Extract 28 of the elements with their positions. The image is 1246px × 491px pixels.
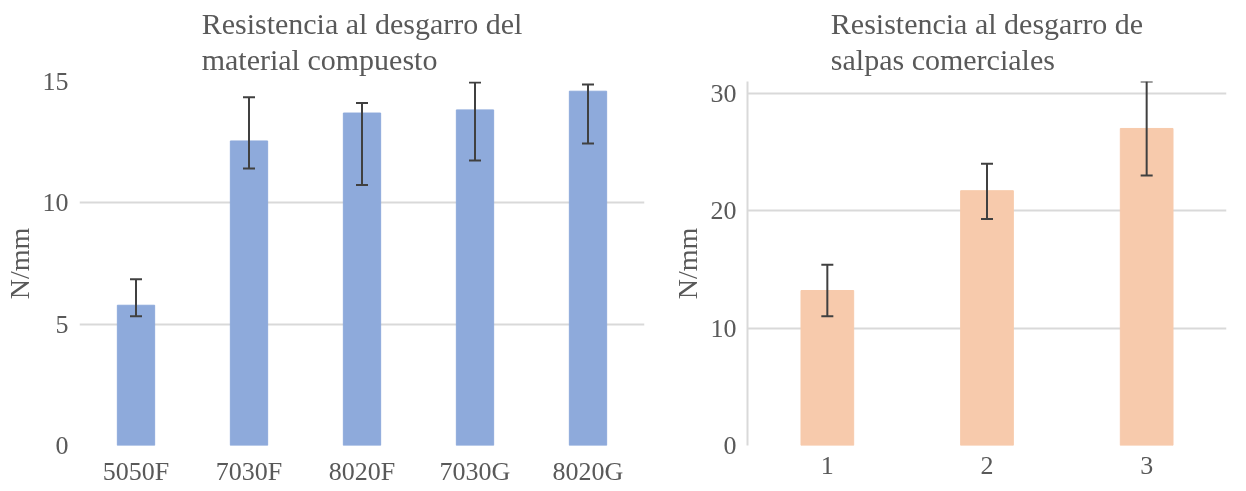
x-tick-label: 5050F — [102, 456, 170, 486]
x-tick-label: 8020G — [552, 456, 624, 486]
bar — [342, 112, 382, 446]
y-tick-label: 20 — [710, 196, 737, 226]
y-axis-title: N/mm — [3, 227, 35, 300]
x-tick-label: 3 — [1140, 450, 1154, 480]
y-tick-label: 15 — [42, 67, 69, 96]
x-tick-label: 7030F — [215, 456, 283, 486]
y-tick-label: 5 — [55, 309, 69, 339]
y-tick-label: 10 — [42, 188, 69, 218]
bar — [800, 290, 855, 446]
y-tick-label: 30 — [710, 78, 737, 108]
bar — [568, 90, 608, 446]
chart-title: Resistencia al desgarro de salpas comerciales — [830, 7, 1144, 77]
y-tick-label: 10 — [710, 313, 737, 343]
y-tick-label: 0 — [723, 431, 737, 460]
bar — [116, 304, 156, 446]
bar — [455, 109, 495, 446]
y-axis-title: N/mm — [671, 227, 703, 300]
x-tick-label: 2 — [980, 450, 994, 480]
bar — [960, 190, 1014, 446]
x-tick-label: 8020F — [328, 456, 396, 486]
x-tick-label: 7030G — [439, 456, 511, 486]
bar — [1119, 127, 1174, 446]
bar — [229, 140, 269, 446]
x-tick-label: 1 — [820, 450, 834, 480]
chart-title: Resistencia al desgarro del material compuesto — [201, 7, 523, 77]
y-tick-label: 0 — [55, 431, 69, 460]
